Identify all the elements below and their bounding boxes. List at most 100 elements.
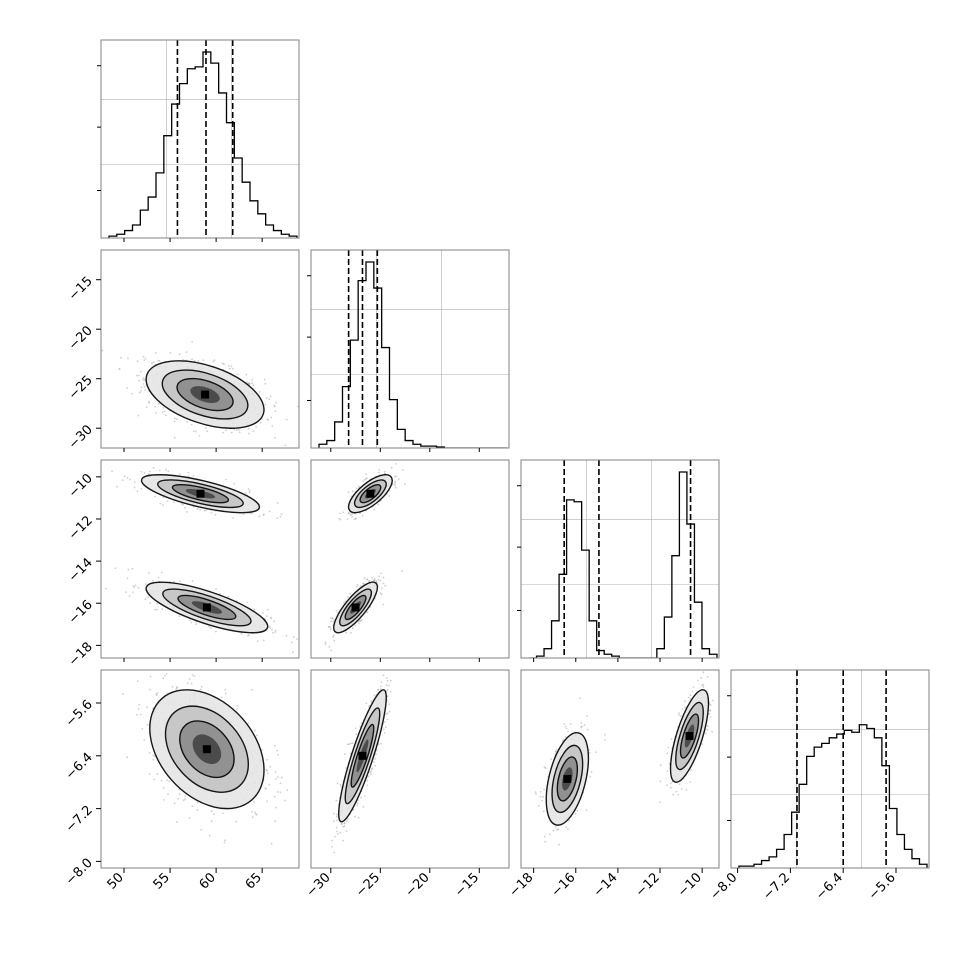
sample-point [253,608,256,611]
sample-point [237,373,239,376]
sample-point [132,585,135,587]
sample-point [157,359,160,362]
sample-point [543,788,545,791]
sample-point [208,625,211,628]
sample-point [143,379,146,381]
sample-point [382,674,385,677]
sample-point [360,796,362,799]
sample-point [167,793,169,795]
sample-point [144,389,147,391]
sample-point [156,608,159,611]
sample-point [223,363,225,366]
sample-point [296,638,298,640]
sample-point [121,479,124,482]
sample-point [555,748,558,751]
sample-point [173,580,175,583]
sample-point [154,495,156,498]
sample-point [397,478,400,481]
sample-point [364,795,366,797]
sample-point [134,584,137,587]
sample-point [390,466,393,469]
sample-point [212,360,215,363]
sample-point [195,623,198,626]
sample-point [142,355,145,358]
sample-point [389,679,392,682]
sample-point [196,508,199,511]
sample-point [158,402,160,405]
density-peak [366,489,375,498]
sample-point [382,576,385,579]
sample-point [342,825,344,828]
sample-point [251,512,253,515]
sample-point [140,487,143,490]
sample-point [274,631,276,634]
sample-point [535,793,537,795]
sample-point [347,818,349,821]
sample-point [388,710,391,713]
sample-point [149,470,151,473]
sample-point [328,645,331,648]
sample-point [274,629,277,632]
sample-point [277,791,279,793]
sample-point [542,810,545,813]
sample-point [210,820,213,823]
sample-point [232,367,234,370]
sample-point [135,714,138,716]
sample-point [384,584,387,587]
sample-point [380,742,383,745]
sample-point [366,780,369,782]
sample-point [192,475,195,477]
sample-point [192,430,195,432]
sample-point [373,579,375,582]
sample-point [162,407,165,409]
sample-point [266,800,268,803]
sample-point [368,580,371,582]
sample-point [359,620,362,623]
sample-point [269,627,272,629]
sample-point [262,611,264,614]
sample-point [335,815,338,818]
sample-point [351,490,354,493]
sample-point [157,576,160,579]
sample-point [375,753,377,756]
sample-point [374,764,376,767]
sample-point [365,473,367,475]
sample-point [544,840,547,843]
sample-point [576,809,579,812]
sample-point [247,382,250,384]
sample-point [162,496,165,499]
sample-point [339,831,342,834]
sample-point [198,435,201,437]
sample-point [228,365,230,367]
sample-point [105,587,107,590]
sample-point [251,810,253,813]
sample-point [557,828,560,831]
density-peak [196,489,205,498]
sample-point [275,401,277,404]
sample-point [385,713,387,715]
sample-point [156,692,159,694]
sample-point [178,615,181,618]
sample-point [252,384,255,387]
scatter-panel-2-3 [534,671,714,846]
sample-point [159,502,162,505]
sample-point [385,684,388,687]
sample-point [133,586,136,589]
sample-point [268,398,271,401]
sample-point [215,587,218,590]
sample-point [270,449,272,451]
sample-point [252,430,255,432]
sample-point [158,469,161,472]
sample-point [265,787,267,790]
sample-point [335,826,338,829]
sample-point [270,842,273,845]
sample-point [355,733,357,735]
sample-point [137,707,140,710]
sample-point [193,675,196,677]
sample-point [565,727,568,730]
sample-point [142,377,145,380]
sample-point [248,634,250,636]
sample-point [191,358,193,361]
sample-point [558,843,560,846]
sample-point [360,619,363,621]
